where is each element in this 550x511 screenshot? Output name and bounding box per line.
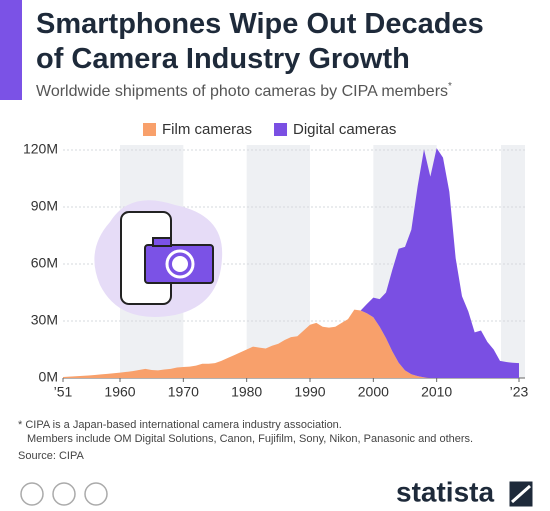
area bbox=[63, 148, 519, 378]
footnote: * CIPA is a Japan-based international ca… bbox=[18, 419, 342, 431]
y-tick-label: 90M bbox=[31, 198, 58, 214]
x-tick-label: 1960 bbox=[104, 384, 135, 400]
x-tick-label: 1990 bbox=[294, 384, 325, 400]
x-tick-label: 1980 bbox=[231, 384, 262, 400]
subtitle-mark: * bbox=[448, 81, 452, 92]
chart-title: of Camera Industry Growth bbox=[36, 43, 410, 75]
x-tick-label: ’23 bbox=[510, 384, 529, 400]
subtitle-text: Worldwide shipments of photo cameras by … bbox=[36, 83, 448, 100]
band bbox=[501, 145, 525, 378]
brand: statista bbox=[396, 476, 494, 507]
y-tick-label: 30M bbox=[31, 312, 58, 328]
area bbox=[63, 309, 519, 378]
y-tick-label: 60M bbox=[31, 255, 58, 271]
y-tick-label: 120M bbox=[23, 141, 58, 157]
legend-swatch bbox=[143, 123, 156, 136]
accent-bar bbox=[0, 0, 22, 100]
brand-icon bbox=[506, 478, 536, 510]
x-tick-label: 1970 bbox=[168, 384, 199, 400]
legend-label: Film cameras bbox=[162, 121, 252, 138]
license-icons bbox=[20, 482, 108, 506]
footnote: Members include OM Digital Solutions, Ca… bbox=[27, 433, 473, 445]
legend-swatch bbox=[274, 123, 288, 136]
x-tick-label: 2010 bbox=[421, 384, 452, 400]
source: Source: CIPA bbox=[18, 450, 84, 462]
x-tick-label: 2000 bbox=[358, 384, 389, 400]
legend-label: Digital cameras bbox=[293, 121, 396, 138]
x-tick-label: ’51 bbox=[54, 384, 73, 400]
y-tick-label: 0M bbox=[39, 369, 58, 385]
chart-title: Smartphones Wipe Out Decades bbox=[36, 8, 484, 40]
chart-subtitle: Worldwide shipments of photo cameras by … bbox=[36, 81, 452, 101]
illustration bbox=[94, 200, 223, 317]
